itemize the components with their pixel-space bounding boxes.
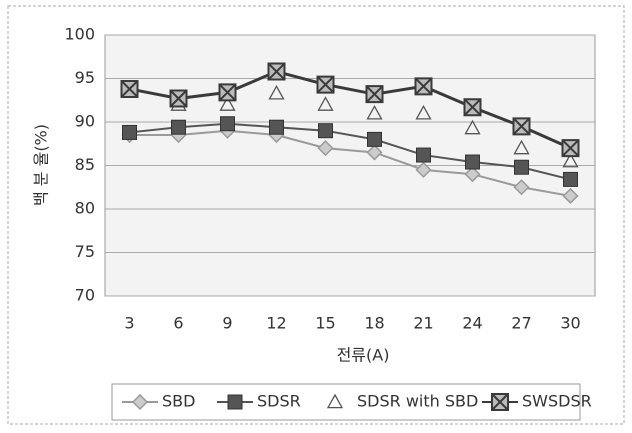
marker <box>267 62 286 81</box>
x-tick-label: 27 <box>511 314 531 333</box>
x-tick-label: 21 <box>413 314 433 333</box>
marker <box>318 123 333 139</box>
x-tick-label: 12 <box>266 314 286 333</box>
x-tick-label: 30 <box>560 314 580 333</box>
marker <box>513 139 530 155</box>
marker <box>366 144 383 161</box>
marker <box>464 119 481 135</box>
y-tick-label: 100 <box>64 25 95 44</box>
legend-marker <box>326 393 344 409</box>
marker <box>268 84 285 100</box>
x-tick-label: 9 <box>222 314 232 333</box>
marker <box>514 159 529 175</box>
marker <box>513 179 530 196</box>
y-tick-label: 80 <box>75 199 95 218</box>
legend-marker <box>131 393 149 411</box>
marker <box>562 187 579 205</box>
legend-label: SDSR with SBD <box>357 392 478 411</box>
marker <box>122 124 137 140</box>
marker <box>415 161 432 178</box>
marker <box>512 117 531 136</box>
marker <box>414 77 433 96</box>
y-tick-label: 70 <box>75 286 95 305</box>
x-tick-label: 24 <box>462 314 482 333</box>
marker <box>416 147 431 163</box>
marker <box>220 116 235 132</box>
series-line <box>129 69 572 150</box>
marker <box>561 139 580 158</box>
marker <box>465 154 480 170</box>
marker <box>317 96 334 111</box>
y-tick-label: 95 <box>75 68 95 87</box>
x-axis-label: 전류(A) <box>337 346 390 365</box>
y-tick-label: 75 <box>75 242 95 261</box>
y-tick-label: 85 <box>75 155 95 174</box>
marker <box>171 119 186 135</box>
marker <box>317 140 334 157</box>
y-axis-label: 백 분 율(%) <box>32 124 51 206</box>
legend-marker <box>491 393 509 411</box>
x-tick-label: 3 <box>124 314 134 333</box>
marker <box>169 89 188 108</box>
marker <box>367 131 382 147</box>
marker <box>218 83 237 102</box>
y-tick-label: 90 <box>75 112 95 131</box>
marker <box>269 119 284 135</box>
marker <box>562 152 579 168</box>
x-tick-label: 6 <box>173 314 183 333</box>
marker <box>464 166 481 183</box>
series-line <box>129 129 571 197</box>
marker <box>365 85 384 104</box>
marker <box>219 96 236 111</box>
marker <box>563 171 578 187</box>
marker <box>120 79 139 98</box>
marker <box>415 104 432 120</box>
series-line <box>129 122 571 181</box>
marker <box>366 104 383 120</box>
legend-label: SBD <box>162 392 195 411</box>
legend-marker <box>227 394 243 410</box>
marker <box>316 75 335 94</box>
legend-label: SWSDSR <box>522 392 592 411</box>
legend-label: SDSR <box>257 392 301 411</box>
x-tick-label: 18 <box>364 314 384 333</box>
x-tick-label: 15 <box>315 314 335 333</box>
marker <box>463 98 482 117</box>
